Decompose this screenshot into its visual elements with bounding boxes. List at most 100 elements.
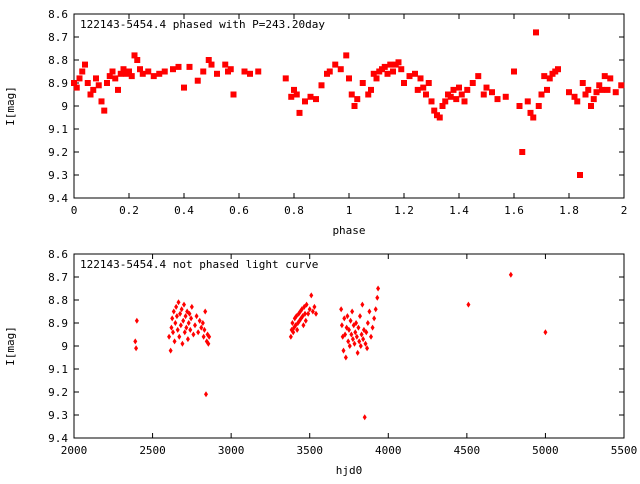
phased-x-axis-label: phase [332, 224, 365, 237]
unphased-data-point [134, 317, 139, 324]
phased-data-point [511, 68, 517, 75]
phased-data-point [590, 96, 597, 103]
unphased-data-point [179, 306, 184, 313]
unphased-data-point [356, 324, 361, 331]
phased-data-point [530, 114, 537, 121]
phased-data-point [115, 86, 121, 93]
unphased-data-point [177, 333, 182, 340]
phased-data-point [596, 82, 603, 89]
unphased-data-point [187, 310, 192, 317]
unphased-data-point [178, 310, 183, 317]
phased-data-point [535, 103, 542, 109]
phased-data-point [307, 93, 314, 100]
phased-x-tick-label: 1.2 [394, 204, 414, 217]
unphased-y-tick-label: 8.8 [48, 294, 68, 307]
unphased-data-point [343, 331, 348, 338]
unphased-data-point [295, 326, 300, 333]
phased-y-tick-label: 9.4 [48, 192, 68, 205]
unphased-data-point [352, 340, 357, 347]
unphased-data-point [193, 322, 197, 329]
phased-x-tick-label: 0 [71, 204, 78, 217]
phased-data-point [390, 68, 396, 75]
unphased-y-tick-label: 8.7 [48, 271, 68, 284]
phased-data-point [524, 98, 531, 105]
phased-chart-panel: 0 0.2 0.4 0.6 0.8 1 1.2 1.4 1.6 1.8 2 8.6 8.7 8.8 8.9 9… [4, 8, 627, 237]
unphased-data-point [361, 336, 366, 343]
unphased-data-point [207, 333, 212, 340]
unphased-data-point [357, 338, 362, 345]
unphased-data-point [367, 308, 372, 315]
phased-data-point [527, 109, 534, 116]
unphased-data-point [203, 308, 208, 315]
phased-data-point [346, 75, 352, 82]
phased-data-point [401, 80, 407, 86]
unphased-data-point [174, 303, 179, 310]
phased-data-point [84, 80, 91, 86]
unphased-y-tick-label: 9.1 [48, 363, 68, 376]
unphased-data-point [349, 331, 354, 338]
unphased-data-point [178, 322, 183, 329]
unphased-data-point [185, 336, 190, 343]
phased-data-point [519, 149, 526, 155]
unphased-data-point [291, 329, 296, 336]
unphased-x-tick-label: 2500 [139, 444, 166, 457]
phased-y-tick-label: 8.7 [48, 31, 68, 44]
phased-data-point [417, 75, 424, 82]
phased-data-point [93, 75, 99, 82]
unphased-data-point [373, 306, 378, 313]
phased-data-point [112, 75, 119, 82]
phased-x-tick-label: 0.6 [229, 204, 249, 217]
phased-data-point [480, 91, 487, 98]
unphased-data-point [355, 349, 360, 356]
unphased-data-point [339, 322, 344, 329]
phased-data-point [387, 61, 394, 68]
unphased-data-point [204, 391, 208, 398]
phased-y-tick-label: 9.3 [48, 169, 68, 182]
unphased-y-axis-label: I[mag] [4, 326, 17, 366]
phased-data-point [464, 86, 471, 93]
unphased-data-point [353, 329, 358, 336]
unphased-data-point [174, 313, 179, 320]
phased-data-points [71, 29, 625, 178]
phased-data-point [139, 70, 146, 77]
phased-data-point [313, 96, 319, 103]
phased-data-point [456, 84, 462, 91]
unphased-data-point [347, 343, 352, 349]
phased-data-point [337, 66, 344, 73]
phased-data-point [423, 91, 429, 98]
unphased-x-tick-label: 5000 [532, 444, 559, 457]
phased-data-point [450, 86, 457, 93]
unphased-y-tick-label: 9.3 [48, 409, 68, 422]
unphased-data-point [358, 343, 363, 349]
unphased-x-axis-label: hjd0 [336, 464, 363, 477]
phased-data-point [461, 98, 468, 105]
phased-data-point [293, 91, 300, 98]
phased-data-point [373, 75, 380, 82]
phased-data-point [343, 52, 350, 59]
unphased-data-point [314, 310, 318, 317]
phased-y-tick-label: 9 [61, 100, 68, 113]
phased-data-point [126, 68, 132, 75]
phased-data-point [607, 75, 614, 82]
unphased-data-point [170, 315, 175, 322]
phased-data-point [420, 84, 427, 91]
phased-data-point [406, 73, 413, 80]
phased-data-point [351, 103, 358, 109]
phased-data-point [348, 91, 355, 98]
phased-data-point [384, 70, 391, 77]
unphased-x-tick-label: 3000 [218, 444, 245, 457]
unphased-y-tick-label: 9.2 [48, 386, 68, 399]
unphased-data-point [171, 329, 175, 336]
phased-data-point [156, 70, 163, 77]
phased-data-point [104, 80, 110, 86]
unphased-y-tick-label: 9 [61, 340, 68, 353]
unphased-data-point [347, 326, 351, 333]
phased-data-point [516, 103, 523, 109]
phased-data-point [412, 70, 418, 77]
unphased-data-point [200, 320, 205, 326]
unphased-y-tick-label: 9.4 [48, 432, 68, 445]
unphased-data-point [348, 317, 353, 324]
unphased-data-point [168, 347, 173, 354]
